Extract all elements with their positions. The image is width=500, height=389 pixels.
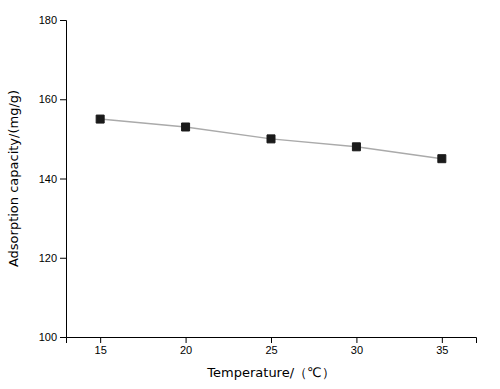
tick: 35 xyxy=(436,337,448,356)
tick: 180 xyxy=(39,14,66,26)
tick-label: 25 xyxy=(265,344,277,356)
tick-label: 120 xyxy=(39,252,57,264)
tick-mark xyxy=(60,99,66,100)
marker xyxy=(438,155,446,163)
marker xyxy=(182,123,190,131)
tick: 100 xyxy=(39,331,66,343)
tick: 15 xyxy=(95,337,107,356)
tick: 120 xyxy=(39,252,66,264)
chart: 15 20 25 30 35 100 120 140 160 180 Temperature/（℃）… xyxy=(0,0,500,389)
tick-label: 100 xyxy=(39,331,57,343)
tick-label: 140 xyxy=(39,173,57,185)
marker xyxy=(267,135,275,143)
tick-mark xyxy=(271,337,272,343)
marks xyxy=(96,115,446,163)
tick: 25 xyxy=(265,337,277,356)
tick-mark xyxy=(60,179,66,180)
tick-label: 20 xyxy=(180,344,192,356)
y-axis-title: Adsorption capacity/(mg/g) xyxy=(6,90,21,267)
y-axis: 100 120 140 160 180 xyxy=(39,14,67,343)
x-axis-line xyxy=(67,338,477,344)
tick-label: 180 xyxy=(39,14,57,26)
x-axis-title: Temperature/（℃） xyxy=(206,365,334,380)
tick-mark xyxy=(442,337,443,343)
x-axis: 15 20 25 30 35 xyxy=(67,337,477,356)
tick: 160 xyxy=(39,93,66,105)
tick-mark xyxy=(186,337,187,343)
y-axis-line xyxy=(60,21,67,338)
tick-label: 15 xyxy=(95,344,107,356)
plot: 15 20 25 30 35 100 120 140 160 180 Temperature/（℃）… xyxy=(6,14,477,380)
tick-label: 30 xyxy=(351,344,363,356)
marker xyxy=(96,115,104,123)
marker xyxy=(352,143,360,151)
tick-mark xyxy=(60,20,66,21)
tick: 140 xyxy=(39,173,66,185)
tick: 20 xyxy=(180,337,192,356)
tick-mark xyxy=(356,337,357,343)
tick-label: 160 xyxy=(39,93,57,105)
tick: 30 xyxy=(351,337,363,356)
tick-mark xyxy=(100,337,101,343)
line xyxy=(100,119,442,159)
tick-label: 35 xyxy=(436,344,448,356)
tick-mark xyxy=(60,337,66,338)
tick-mark xyxy=(60,258,66,259)
